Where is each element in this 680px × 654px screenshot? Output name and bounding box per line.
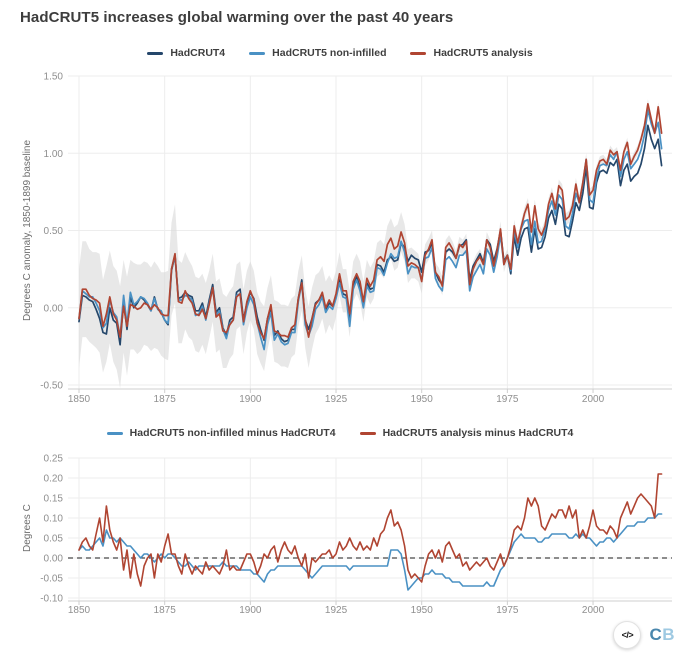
legend-label: HadCRUT5 analysis minus HadCRUT4 (382, 427, 574, 439)
footer: </> CB (613, 621, 675, 649)
svg-text:1900: 1900 (239, 394, 262, 405)
svg-text:1850: 1850 (68, 605, 91, 616)
svg-text:0.10: 0.10 (44, 514, 64, 525)
legend-item-hadcrut5-analysis: HadCRUT5 analysis (410, 47, 533, 59)
code-icon: </> (621, 630, 634, 640)
svg-text:-0.10: -0.10 (40, 594, 63, 605)
legend-label: HadCRUT5 non-infilled minus HadCRUT4 (129, 427, 336, 439)
legend-item-hadcrut5-non-infilled: HadCRUT5 non-infilled (249, 47, 386, 59)
legend-item-hadcrut4: HadCRUT4 (147, 47, 225, 59)
svg-text:0.25: 0.25 (44, 454, 64, 465)
legend-swatch-hadcrut5-analysis (410, 51, 427, 55)
legend-swatch-hadcrut4 (147, 51, 164, 55)
logo-letter-b: B (662, 625, 675, 644)
svg-text:1875: 1875 (154, 605, 177, 616)
svg-text:1875: 1875 (154, 394, 177, 405)
bottom-chart-dataset-differences: 1850 1875 1900 1925 1950 1975 2000 0.25 0.20 0.15… (40, 454, 672, 616)
svg-text:1950: 1950 (411, 605, 434, 616)
svg-text:0.15: 0.15 (44, 494, 64, 505)
legend-label: HadCRUT4 (170, 47, 226, 59)
legend-swatch-hadcrut5-non-infilled (249, 51, 266, 55)
svg-text:0.00: 0.00 (44, 303, 64, 314)
legend-label: HadCRUT5 analysis (433, 47, 533, 59)
svg-text:0.50: 0.50 (44, 226, 64, 237)
legend-top: HadCRUT4 HadCRUT5 non-infilled HadCRUT5 … (0, 47, 680, 59)
svg-text:-0.50: -0.50 (40, 381, 63, 392)
svg-text:1.50: 1.50 (44, 72, 64, 83)
svg-text:1900: 1900 (239, 605, 262, 616)
svg-text:0.05: 0.05 (44, 534, 64, 545)
svg-text:1925: 1925 (325, 394, 348, 405)
svg-text:-0.05: -0.05 (40, 574, 63, 585)
svg-text:1850: 1850 (68, 394, 91, 405)
svg-text:1975: 1975 (496, 605, 519, 616)
embed-code-button[interactable]: </> (613, 621, 642, 649)
top-chart-temperature-anomaly: 1850 1875 1900 1925 1950 1975 2000 1.50 1.00 0.50… (40, 72, 672, 405)
legend-label: HadCRUT5 non-infilled (272, 47, 387, 59)
carbonbrief-logo: CB (649, 625, 675, 645)
svg-text:2000: 2000 (582, 605, 605, 616)
svg-text:1950: 1950 (411, 394, 434, 405)
svg-text:2000: 2000 (582, 394, 605, 405)
svg-text:0.20: 0.20 (44, 474, 64, 485)
svg-text:1975: 1975 (496, 394, 519, 405)
legend-swatch-non-infilled-diff (106, 431, 123, 435)
svg-text:1925: 1925 (325, 605, 348, 616)
legend-item-non-infilled-diff: HadCRUT5 non-infilled minus HadCRUT4 (106, 427, 336, 439)
legend-item-analysis-diff: HadCRUT5 analysis minus HadCRUT4 (359, 427, 574, 439)
chart-title: HadCRUT5 increases global warming over t… (20, 9, 454, 26)
svg-text:1.00: 1.00 (44, 149, 64, 160)
svg-text:0.00: 0.00 (44, 554, 64, 565)
legend-swatch-analysis-diff (359, 431, 376, 435)
legend-bottom: HadCRUT5 non-infilled minus HadCRUT4 Had… (0, 427, 680, 439)
logo-letter-c: C (649, 625, 663, 644)
